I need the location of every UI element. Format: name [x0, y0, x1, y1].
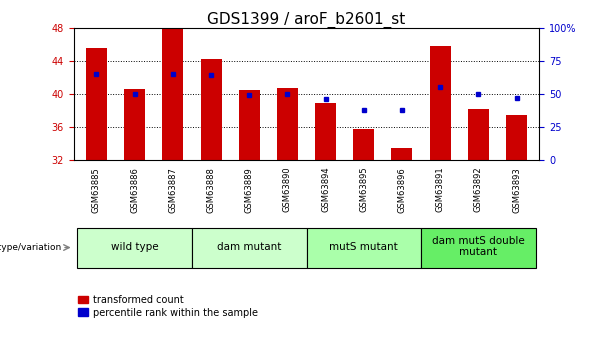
Text: wild type: wild type: [111, 241, 159, 252]
Text: GSM63886: GSM63886: [130, 167, 139, 213]
Bar: [86, 48, 107, 160]
Text: GSM63894: GSM63894: [321, 167, 330, 213]
Bar: [392, 148, 413, 160]
Text: GSM63887: GSM63887: [169, 167, 177, 213]
Text: GSM63885: GSM63885: [92, 167, 101, 213]
Legend: transformed count, percentile rank within the sample: transformed count, percentile rank withi…: [78, 295, 258, 318]
FancyBboxPatch shape: [421, 227, 536, 268]
Text: GSM63888: GSM63888: [207, 167, 216, 213]
Bar: [124, 89, 145, 160]
Bar: [430, 46, 451, 160]
Text: GSM63890: GSM63890: [283, 167, 292, 213]
Title: GDS1399 / aroF_b2601_st: GDS1399 / aroF_b2601_st: [207, 11, 406, 28]
Text: dam mutS double
mutant: dam mutS double mutant: [432, 236, 525, 257]
Bar: [200, 59, 221, 160]
Bar: [277, 88, 298, 160]
Text: GSM63896: GSM63896: [397, 167, 406, 213]
Bar: [162, 28, 183, 160]
FancyBboxPatch shape: [306, 227, 421, 268]
Bar: [468, 109, 489, 160]
Text: dam mutant: dam mutant: [217, 241, 281, 252]
Bar: [238, 90, 260, 160]
Bar: [506, 115, 527, 160]
Text: mutS mutant: mutS mutant: [329, 241, 398, 252]
FancyBboxPatch shape: [77, 227, 192, 268]
Text: GSM63895: GSM63895: [359, 167, 368, 213]
Text: genotype/variation: genotype/variation: [0, 243, 61, 252]
Text: GSM63891: GSM63891: [436, 167, 444, 213]
Text: GSM63889: GSM63889: [245, 167, 254, 213]
FancyBboxPatch shape: [192, 227, 306, 268]
Text: GSM63893: GSM63893: [512, 167, 521, 213]
Bar: [353, 129, 375, 160]
Bar: [315, 103, 336, 160]
Text: GSM63892: GSM63892: [474, 167, 483, 213]
